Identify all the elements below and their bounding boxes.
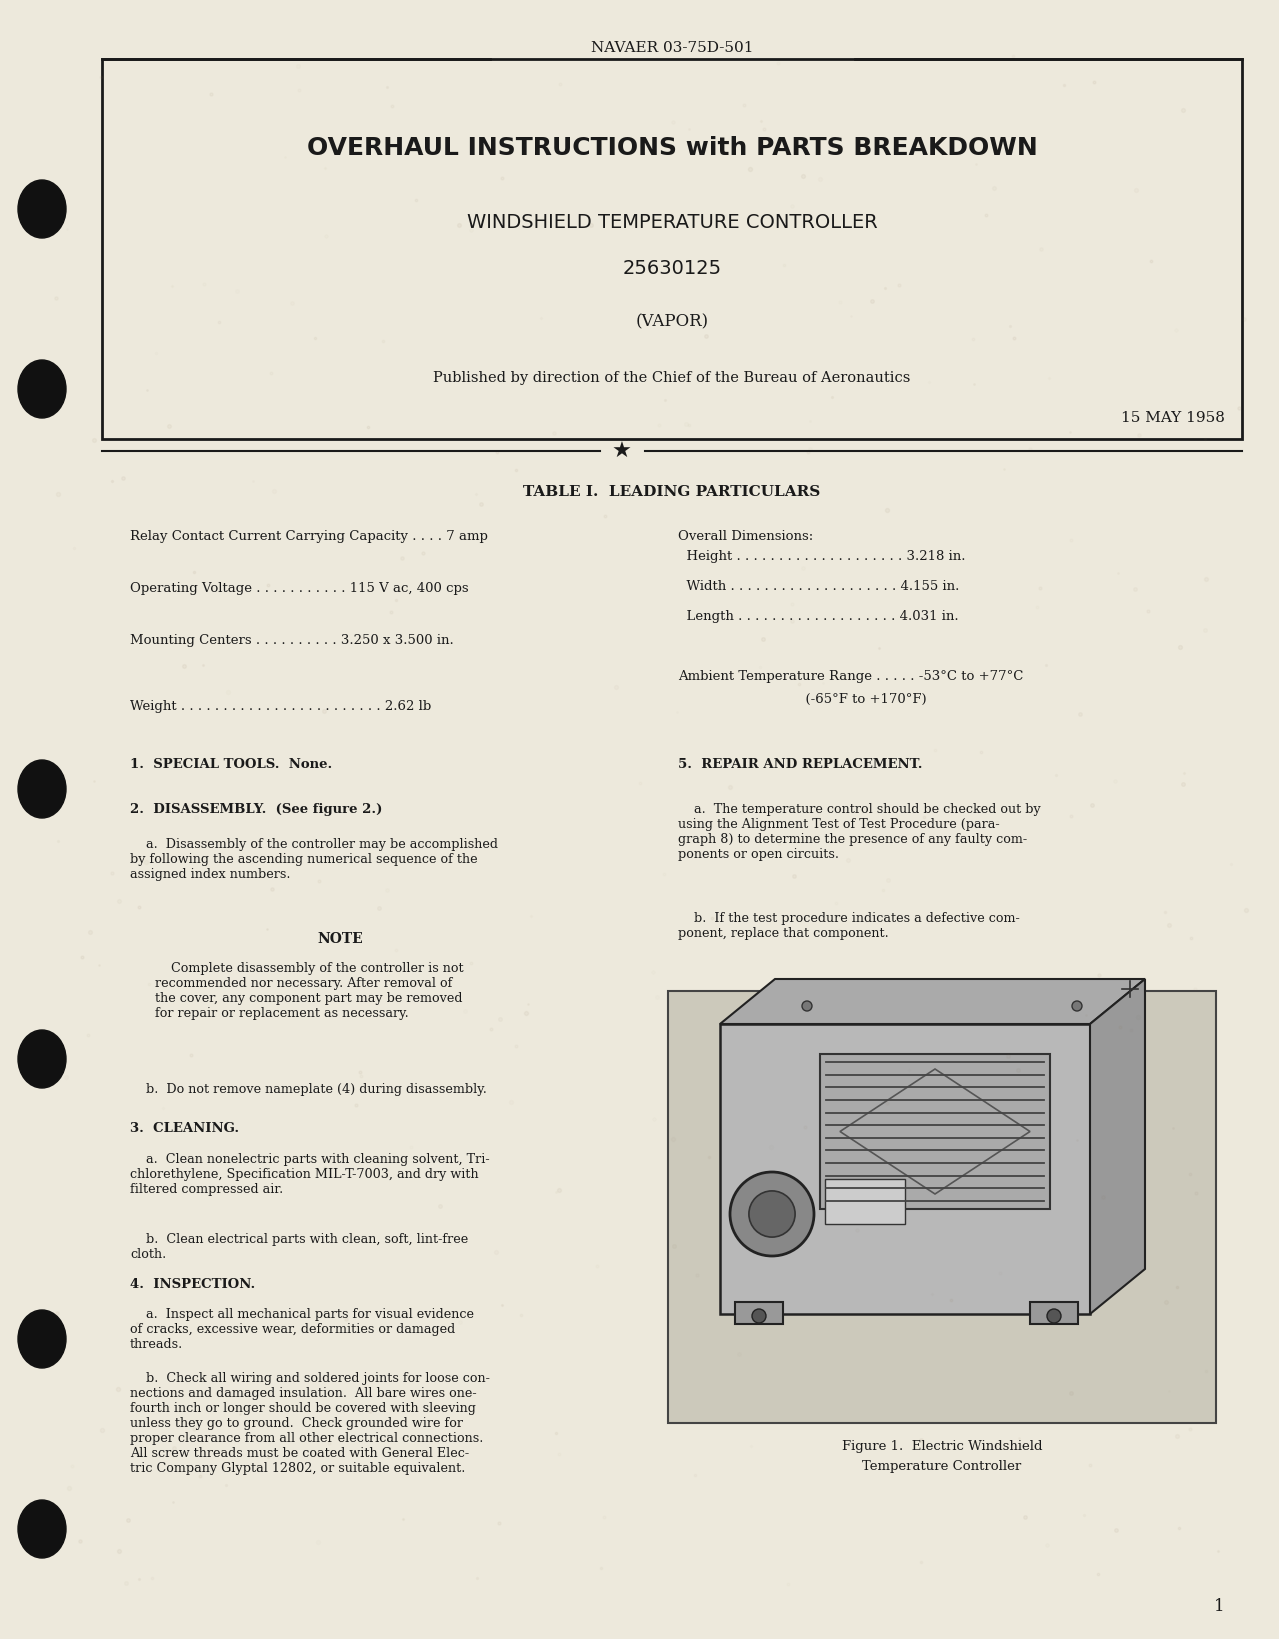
Text: Mounting Centers . . . . . . . . . . 3.250 x 3.500 in.: Mounting Centers . . . . . . . . . . 3.2… <box>130 634 454 647</box>
Text: Operating Voltage . . . . . . . . . . . 115 V ac, 400 cps: Operating Voltage . . . . . . . . . . . … <box>130 582 468 595</box>
Text: Published by direction of the Chief of the Bureau of Aeronautics: Published by direction of the Chief of t… <box>434 370 911 385</box>
Text: a.  The temperature control should be checked out by
using the Alignment Test of: a. The temperature control should be che… <box>678 803 1041 860</box>
Text: Figure 1.  Electric Windshield: Figure 1. Electric Windshield <box>842 1439 1042 1452</box>
Text: Length . . . . . . . . . . . . . . . . . . . 4.031 in.: Length . . . . . . . . . . . . . . . . .… <box>678 610 959 623</box>
Text: Weight . . . . . . . . . . . . . . . . . . . . . . . . 2.62 lb: Weight . . . . . . . . . . . . . . . . .… <box>130 700 431 713</box>
Polygon shape <box>720 980 1145 1024</box>
Bar <box>1030 1303 1078 1324</box>
Polygon shape <box>1090 980 1145 1314</box>
Text: ★: ★ <box>611 443 632 462</box>
Text: 1: 1 <box>1214 1596 1225 1614</box>
Circle shape <box>730 1172 813 1255</box>
Circle shape <box>1072 1001 1082 1011</box>
Bar <box>102 61 1242 439</box>
Ellipse shape <box>18 1500 67 1559</box>
Bar <box>720 1024 1090 1314</box>
Text: WINDSHIELD TEMPERATURE CONTROLLER: WINDSHIELD TEMPERATURE CONTROLLER <box>467 213 877 231</box>
Text: NAVAER 03-75D-501: NAVAER 03-75D-501 <box>591 41 753 56</box>
Text: Width . . . . . . . . . . . . . . . . . . . . 4.155 in.: Width . . . . . . . . . . . . . . . . . … <box>678 580 959 593</box>
Text: a.  Clean nonelectric parts with cleaning solvent, Tri-
chlorethylene, Specifica: a. Clean nonelectric parts with cleaning… <box>130 1152 490 1195</box>
Ellipse shape <box>18 361 67 418</box>
Text: b.  Check all wiring and soldered joints for loose con-
nections and damaged ins: b. Check all wiring and soldered joints … <box>130 1372 490 1473</box>
Text: NOTE: NOTE <box>317 931 363 946</box>
Ellipse shape <box>18 1031 67 1088</box>
Text: Overall Dimensions:: Overall Dimensions: <box>678 529 813 543</box>
Text: Relay Contact Current Carrying Capacity . . . . 7 amp: Relay Contact Current Carrying Capacity … <box>130 529 487 543</box>
Text: Height . . . . . . . . . . . . . . . . . . . . 3.218 in.: Height . . . . . . . . . . . . . . . . .… <box>678 549 966 562</box>
Text: Ambient Temperature Range . . . . . -53°C to +77°C: Ambient Temperature Range . . . . . -53°… <box>678 670 1023 682</box>
Bar <box>820 1054 1050 1210</box>
Circle shape <box>749 1192 796 1237</box>
Text: 15 MAY 1958: 15 MAY 1958 <box>1122 411 1225 425</box>
Text: b.  Do not remove nameplate (4) during disassembly.: b. Do not remove nameplate (4) during di… <box>130 1082 487 1095</box>
Ellipse shape <box>18 760 67 818</box>
Text: (-65°F to +170°F): (-65°F to +170°F) <box>678 693 926 705</box>
Text: (VAPOR): (VAPOR) <box>636 313 709 331</box>
Text: 1.  SPECIAL TOOLS.  None.: 1. SPECIAL TOOLS. None. <box>130 757 333 770</box>
Text: a.  Disassembly of the controller may be accomplished
by following the ascending: a. Disassembly of the controller may be … <box>130 838 498 880</box>
Circle shape <box>1048 1310 1062 1323</box>
Text: Temperature Controller: Temperature Controller <box>862 1459 1022 1472</box>
Text: Complete disassembly of the controller is not
recommended nor necessary. After r: Complete disassembly of the controller i… <box>155 962 463 1019</box>
Text: a.  Inspect all mechanical parts for visual evidence
of cracks, excessive wear, : a. Inspect all mechanical parts for visu… <box>130 1308 475 1351</box>
Ellipse shape <box>18 180 67 239</box>
Text: 3.  CLEANING.: 3. CLEANING. <box>130 1121 239 1134</box>
Ellipse shape <box>18 1310 67 1369</box>
Bar <box>735 1303 783 1324</box>
Text: 4.  INSPECTION.: 4. INSPECTION. <box>130 1277 256 1290</box>
Text: 5.  REPAIR AND REPLACEMENT.: 5. REPAIR AND REPLACEMENT. <box>678 757 922 770</box>
Text: b.  If the test procedure indicates a defective com-
ponent, replace that compon: b. If the test procedure indicates a def… <box>678 911 1019 939</box>
Text: 25630125: 25630125 <box>623 259 721 277</box>
Text: 2.  DISASSEMBLY.  (See figure 2.): 2. DISASSEMBLY. (See figure 2.) <box>130 803 382 816</box>
Text: TABLE I.  LEADING PARTICULARS: TABLE I. LEADING PARTICULARS <box>523 485 821 498</box>
Bar <box>668 992 1216 1423</box>
Circle shape <box>752 1310 766 1323</box>
Bar <box>825 1180 906 1224</box>
Circle shape <box>802 1001 812 1011</box>
Text: OVERHAUL INSTRUCTIONS with PARTS BREAKDOWN: OVERHAUL INSTRUCTIONS with PARTS BREAKDO… <box>307 136 1037 161</box>
Text: b.  Clean electrical parts with clean, soft, lint-free
cloth.: b. Clean electrical parts with clean, so… <box>130 1233 468 1260</box>
